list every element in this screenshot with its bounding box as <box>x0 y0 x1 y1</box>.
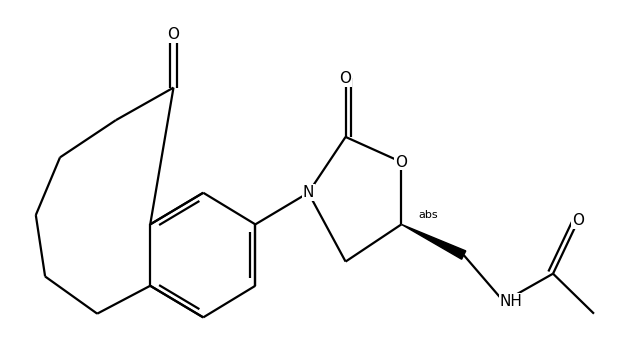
Text: O: O <box>168 27 179 42</box>
Text: NH: NH <box>500 294 523 309</box>
Text: O: O <box>396 155 408 170</box>
Text: O: O <box>572 213 584 228</box>
Polygon shape <box>401 224 466 259</box>
Text: O: O <box>340 71 351 86</box>
Text: abs: abs <box>418 210 438 220</box>
Text: N: N <box>303 185 314 200</box>
